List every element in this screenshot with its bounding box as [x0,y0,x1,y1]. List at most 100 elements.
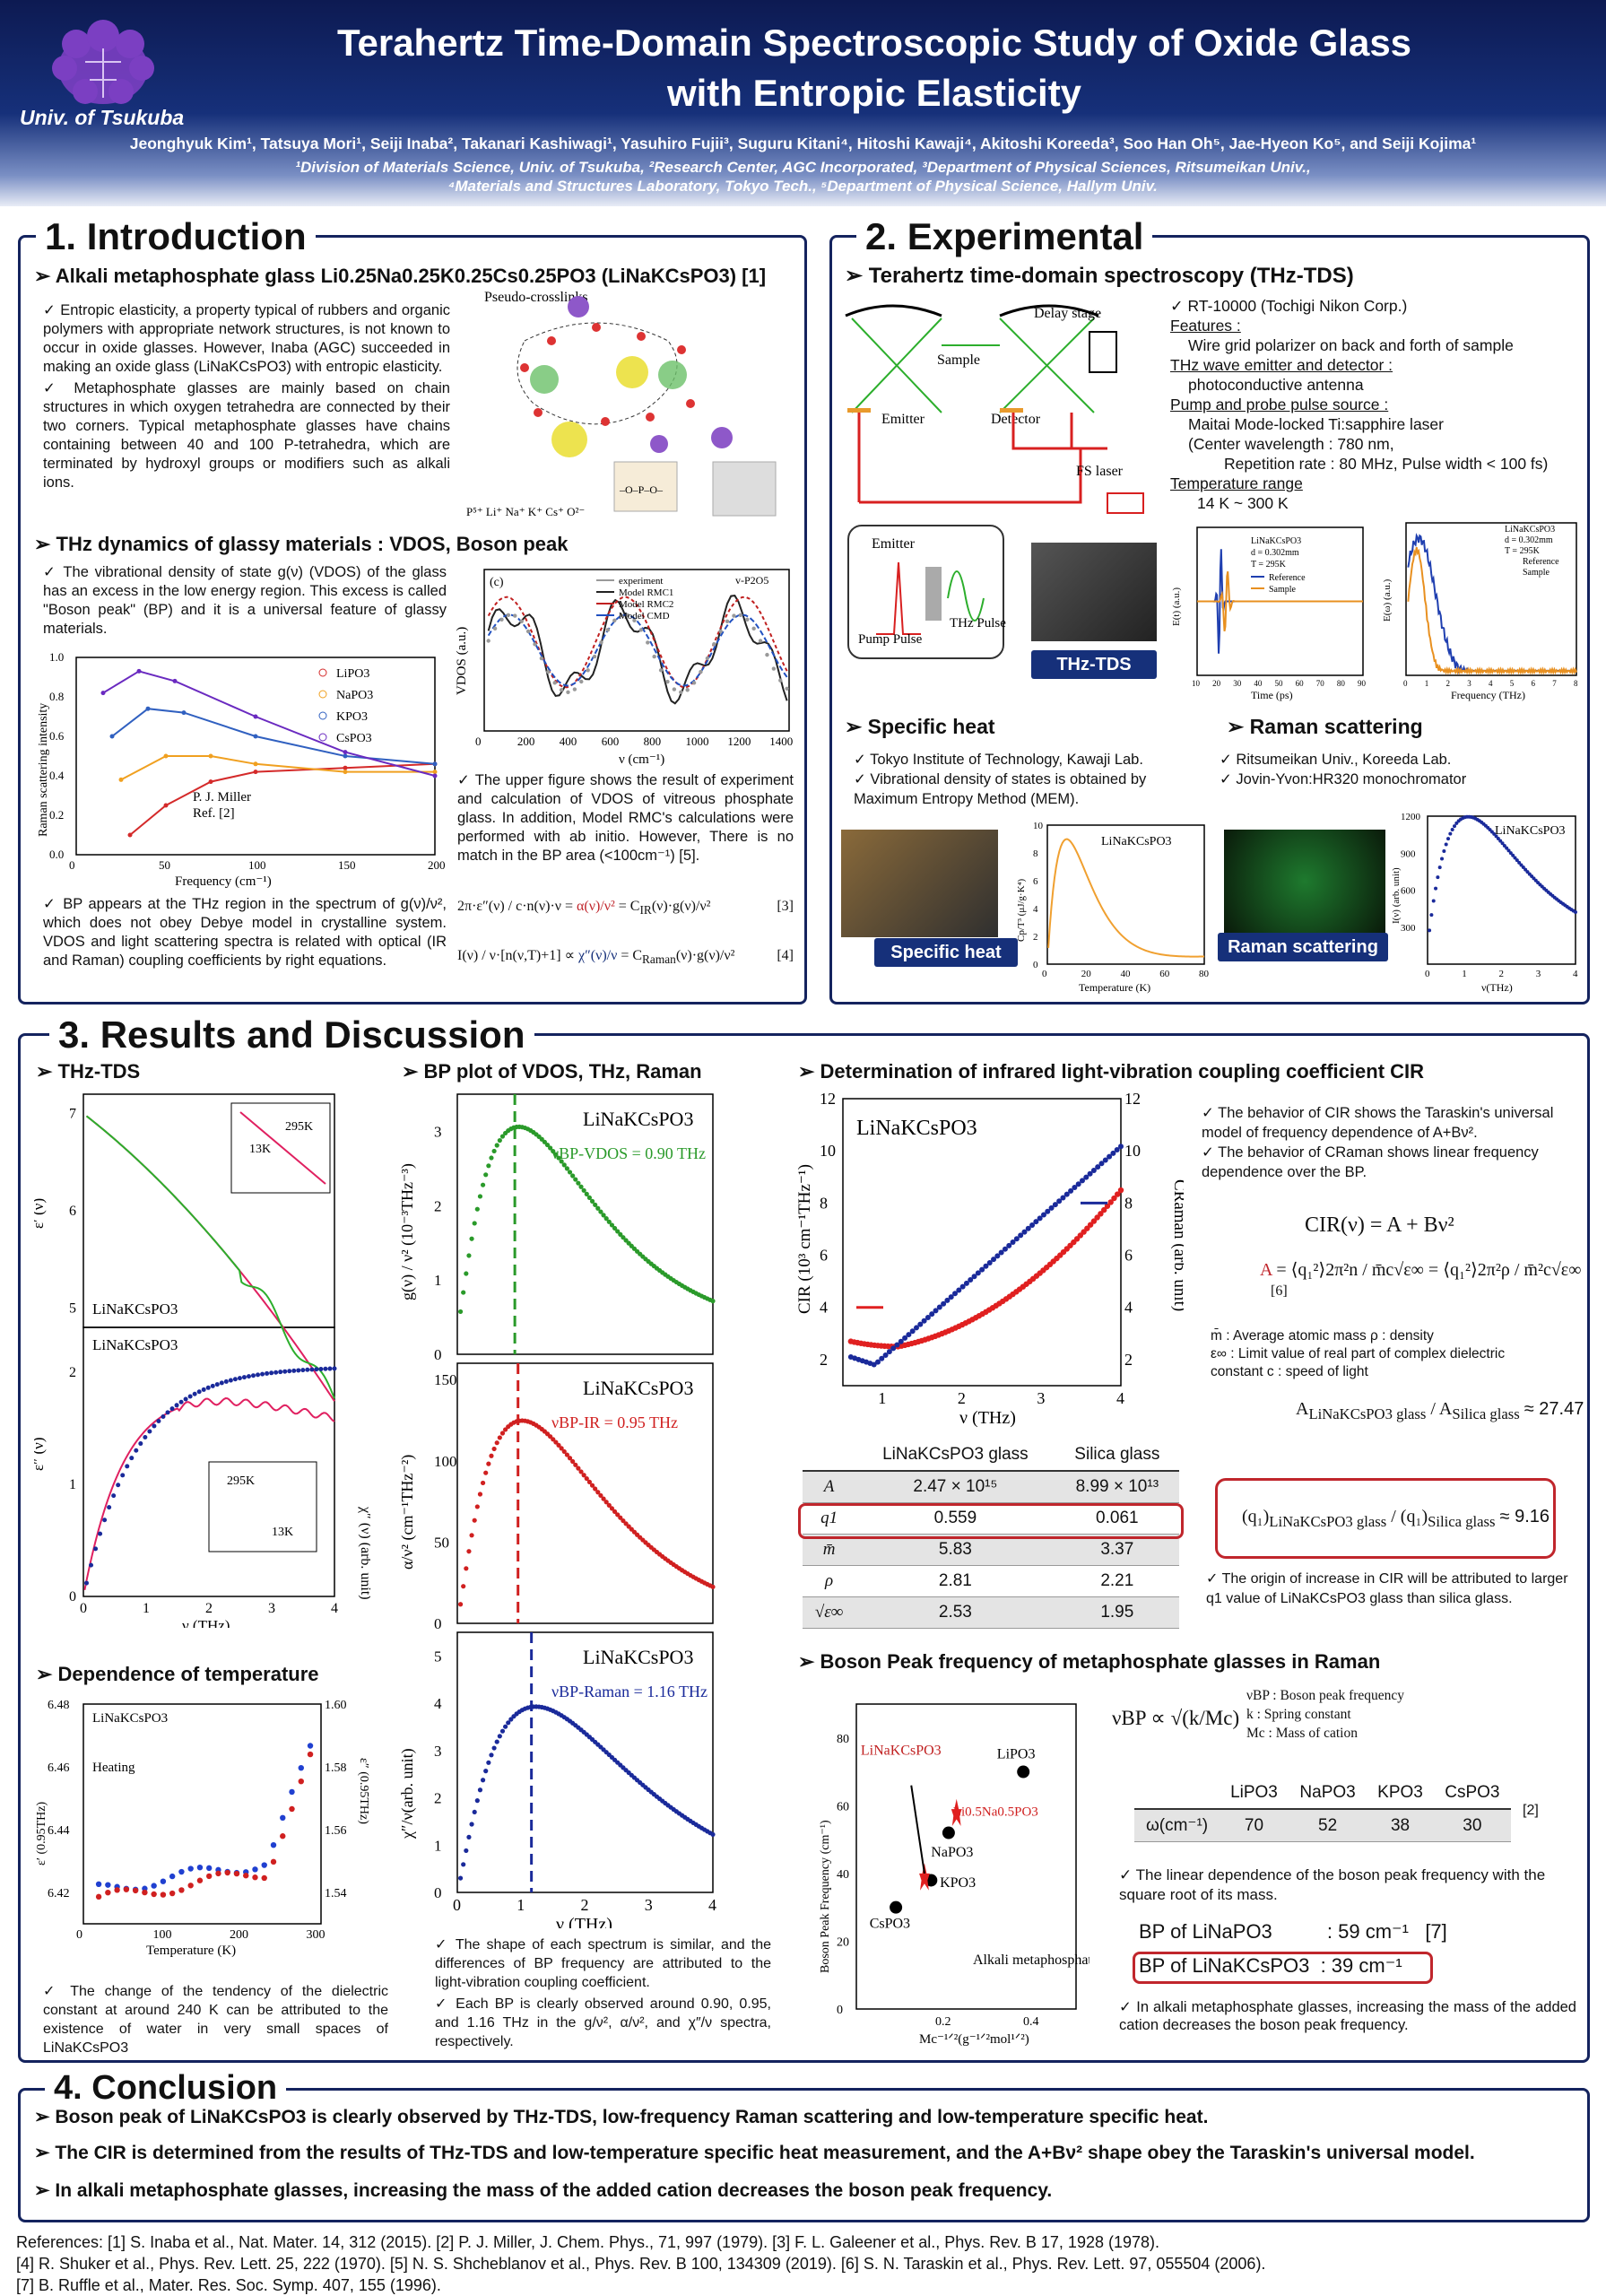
time-ylabel: E(t) (a.u.) [1171,587,1182,626]
bp-ytick-1: 150 [434,1371,457,1388]
bp-def-3: Mc : Mass of cation [1246,1726,1358,1741]
freq-info-0: LiNaKCsPO3 [1505,525,1555,535]
thz-time-domain-chart: 10 20 30 40 50 60 70 80 90 Time (ps) E(t) (a.u.) Li… [1171,526,1367,701]
thz-frequency-domain-chart: 0 1 2 3 4 5 6 7 8 Frequency (THz) E(ω) (a.u.) LiNaK… [1382,522,1578,701]
temp-eps1-10 [187,1866,194,1872]
cir-raman-56 [1063,1191,1070,1197]
bpf-star-lina [951,1798,962,1826]
spec-line-7: Maitai Mode-locked Ti:sapphire laser [1188,415,1444,433]
bp-points-1-43 [578,1469,584,1474]
temp-eps1-9 [178,1868,185,1875]
bp-points-2-15 [499,1728,506,1734]
cir-xtick: 3 [1037,1389,1045,1407]
bp-points-1-50 [598,1492,603,1499]
eps1-inset-13: 13K [249,1143,271,1156]
eps2-point-23 [187,1394,193,1399]
cir-raman-59 [1075,1181,1081,1187]
cir-raman-33 [975,1270,981,1276]
spec-line-4: THz wave emitter and detector : [1170,356,1393,374]
bp-points-0-13 [494,1143,499,1148]
eps2-point-50 [309,1367,315,1372]
cir-raman-30 [963,1280,969,1286]
bp-points-0-11 [489,1155,494,1161]
rs-point-39 [1508,851,1513,856]
temp-ytick-left: 6.48 [48,1699,70,1712]
freq-xtick: 2 [1446,679,1451,688]
bp-points-0-57 [618,1231,623,1237]
eq6-ref: [6] [1271,1283,1288,1299]
cir-comments: ✓ The behavior of CIR shows the Taraskin… [1202,1103,1578,1182]
cir-raman-34 [979,1266,985,1273]
cir-raman-41 [1006,1242,1012,1248]
bpf-point-LiPO3 [1017,1765,1030,1779]
cir-ytick-left: 12 [820,1090,836,1108]
setup-emitter-label: Emitter [881,412,925,427]
time-xtick: 20 [1212,679,1221,688]
affiliation-line-1: ¹Division of Materials Science, Univ. of… [295,159,1311,176]
reference-line-1: References: [1] S. Inaba et al., Nat. Ma… [16,2233,1160,2251]
raman-legend-marker-0 [318,668,327,677]
intro-paragraph-1: ✓ Entropic elasticity, a property typica… [43,302,450,375]
poster-title: Terahertz Time-Domain Spectroscopic Stud… [215,18,1533,118]
bp-points-0-7 [477,1194,483,1199]
chi-label: χ″ (ν) (arb. unit) [358,1506,370,1600]
ratio-q-box [1215,1478,1556,1559]
time-info-0: LiNaKCsPO3 [1251,536,1301,546]
bp-points-1-41 [573,1462,578,1467]
cir-raman-40 [1002,1246,1008,1252]
raman-text: ✓ Ritsumeikan Univ., Koreeda Lab. ✓ Jovi… [1220,750,1578,789]
temp-eps2-7 [160,1892,167,1898]
rs-point-12 [1452,824,1456,829]
cir-comment-3: ✓ The origin of increase in CIR will be … [1206,1571,1568,1606]
bp-points-0-55 [612,1225,618,1231]
cir-raman-18 [917,1321,924,1327]
cir-ytick-left: 10 [820,1142,836,1160]
bpf-comment-2: ✓ In alkali metaphosphate glasses, incre… [1119,1999,1576,2033]
bp-points-1-1 [461,1584,466,1589]
def-line-2: ε∞ : Limit value of real part of complex… [1211,1346,1506,1379]
bp-points-2-13 [494,1739,499,1744]
cir-raman-26 [948,1294,954,1300]
vdos-experiment-39 [745,617,750,622]
temp-eps2-1 [105,1889,111,1896]
bp-ytick-2: 0 [434,1884,442,1901]
cir-equation: CIR(ν) = A + Bν² [1305,1213,1454,1237]
bp-points-0-0 [457,1309,464,1315]
bp-def-1: νBP : Boson peak frequency [1246,1688,1405,1703]
rs-point-9 [1446,837,1451,841]
sh-line-1: ✓ Tokyo Institute of Technology, Kawaji … [854,752,1143,768]
rs-point-8 [1444,842,1448,847]
cir-raman-14 [902,1335,908,1341]
bp-points-0-1 [461,1290,466,1295]
dielectric-chart: 5 6 7 ε′ (ν) LiNaKCsPO3 295K 13K 0 1 2 ε″ (ν) LiNaK… [34,1093,370,1628]
cir-raman-69 [1114,1147,1120,1153]
bpf-ytick: 0 [837,2004,843,2017]
title-line-1: Terahertz Time-Domain Spectroscopic Stud… [336,22,1412,64]
conclusion-2: ➢ The CIR is determined from the results… [34,2143,1475,2163]
cir-xlabel: ν (THz) [959,1408,1016,1428]
spec-line-1: ✓ RT-10000 (Tochigi Nikon Corp.) [1170,297,1408,315]
rs-xlabel: ν(THz) [1481,981,1513,994]
bp-points-1-51 [601,1496,606,1501]
param-cell: 3.37 [1055,1534,1179,1566]
eps2-point-6 [111,1493,117,1499]
rs-point-45 [1521,865,1525,870]
bp-points-0-34 [553,1152,559,1157]
raman-point-NaPO3-1 [163,753,169,759]
raman-point-CsPO3-3 [253,714,258,719]
omega-table-row: ω(cm⁻¹) 70 52 38 30 [1134,1809,1511,1842]
university-label: Univ. of Tsukuba [20,106,185,129]
temp-xtick: 200 [230,1928,248,1942]
eps2-point-20 [174,1403,179,1408]
eps1-ylabel: ε′ (ν) [34,1198,47,1229]
bp-plot-chart: 0 1 2 3 LiNaKCsPO3 νBP-VDOS = 0.90 THz g(ν) / … [398,1093,716,1928]
bp-points-1-15 [499,1431,506,1436]
raman-ytick: 0.2 [49,808,64,822]
temp-eps1-23 [307,1743,314,1749]
sh-ytick: 6 [1033,876,1038,887]
bp-ytick-2: 5 [434,1648,442,1665]
bp-xtick: 1 [517,1896,525,1914]
bp-ylabel-0: g(ν) / ν² (10⁻³THz⁻³) [398,1163,417,1300]
eps2-point-46 [291,1368,297,1373]
eps-xtick: 2 [205,1601,213,1616]
